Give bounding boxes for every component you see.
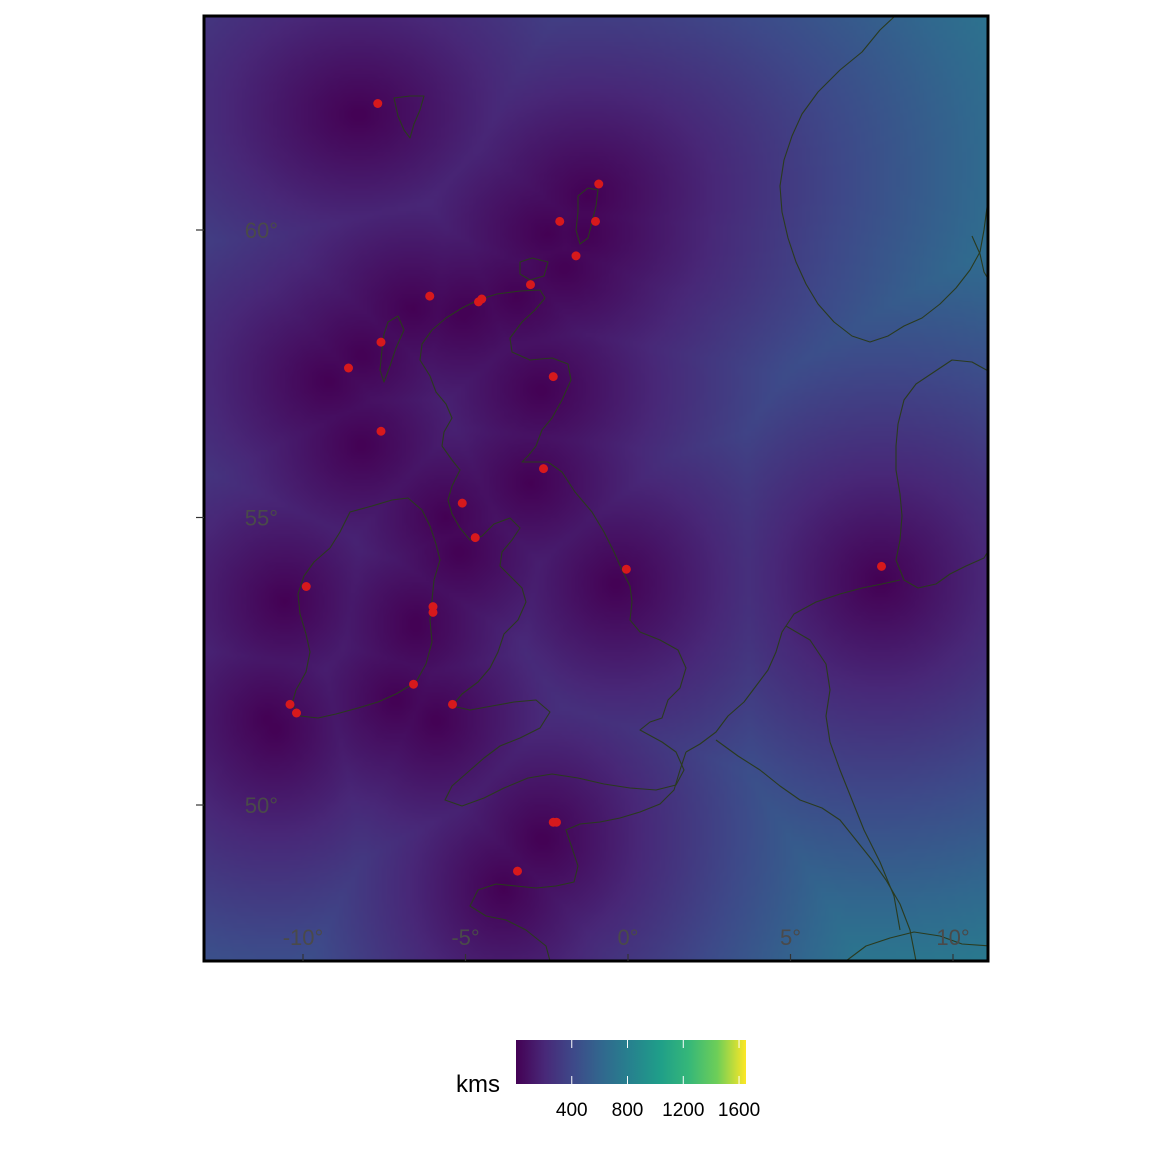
map-panel-border bbox=[202, 14, 990, 963]
coastlines bbox=[291, 16, 988, 961]
lon-tick-label: 10° bbox=[936, 925, 969, 950]
station-point bbox=[301, 582, 311, 591]
station-point bbox=[409, 679, 418, 689]
denmark-coastline bbox=[895, 359, 988, 589]
station-point bbox=[591, 216, 600, 226]
lat-tick-label: 50° bbox=[245, 793, 278, 818]
legend-title: kms bbox=[456, 1071, 500, 1098]
germany-border bbox=[785, 625, 901, 931]
legend-colorbar bbox=[516, 1040, 746, 1084]
lat-tick-label: 55° bbox=[245, 506, 278, 531]
station-point bbox=[376, 337, 386, 347]
station-point bbox=[571, 251, 581, 261]
lon-tick-label: -5° bbox=[451, 925, 479, 950]
station-point bbox=[548, 372, 558, 382]
station-point bbox=[470, 533, 480, 543]
station-point bbox=[548, 817, 558, 827]
belgium-border bbox=[715, 739, 917, 961]
legend-tick-label: 400 bbox=[556, 1100, 588, 1121]
station-point bbox=[376, 426, 386, 436]
orkney-coastline bbox=[519, 257, 549, 281]
lon-tick-label: -10° bbox=[283, 925, 324, 950]
ireland-coastline bbox=[291, 497, 441, 719]
station-point bbox=[621, 564, 631, 574]
station-point bbox=[373, 99, 383, 108]
shetland-coastline bbox=[575, 187, 599, 245]
station-point bbox=[513, 866, 522, 876]
lat-tick-label: 60° bbox=[245, 218, 278, 243]
station-point bbox=[285, 699, 295, 709]
lon-tick-label: 5° bbox=[780, 925, 801, 950]
station-point bbox=[344, 363, 353, 373]
legend-tick-label: 1200 bbox=[662, 1100, 704, 1121]
station-point bbox=[526, 280, 535, 290]
latitude-axis: 50° 55° 60° bbox=[196, 218, 278, 818]
station-point bbox=[474, 297, 483, 307]
longitude-axis: -10° -5° 0° 5° 10° bbox=[283, 925, 970, 961]
station-point bbox=[539, 464, 548, 474]
map-panel bbox=[204, 16, 988, 961]
distance-heatmap bbox=[204, 16, 988, 961]
legend: kms 400 800 1200 1600 bbox=[456, 1040, 760, 1121]
netherlands-coastline bbox=[685, 579, 901, 753]
lon-tick-label: 0° bbox=[617, 925, 638, 950]
france-coastline bbox=[469, 751, 687, 961]
station-point bbox=[877, 561, 886, 571]
station-point bbox=[428, 607, 438, 617]
legend-ticks: 400 800 1200 1600 bbox=[556, 1040, 760, 1121]
legend-tick-label: 1600 bbox=[718, 1100, 760, 1121]
alps-border bbox=[845, 931, 988, 961]
faroe-coastline bbox=[393, 95, 425, 139]
norway-coastline bbox=[779, 16, 988, 343]
station-point bbox=[457, 498, 467, 508]
station-point bbox=[448, 699, 457, 709]
station-point bbox=[292, 708, 301, 718]
stations-layer bbox=[285, 99, 886, 876]
station-point bbox=[594, 179, 604, 189]
station-point bbox=[425, 291, 435, 301]
legend-tick-label: 800 bbox=[612, 1100, 644, 1121]
great-britain-coastline bbox=[419, 289, 687, 807]
station-point bbox=[555, 216, 565, 226]
